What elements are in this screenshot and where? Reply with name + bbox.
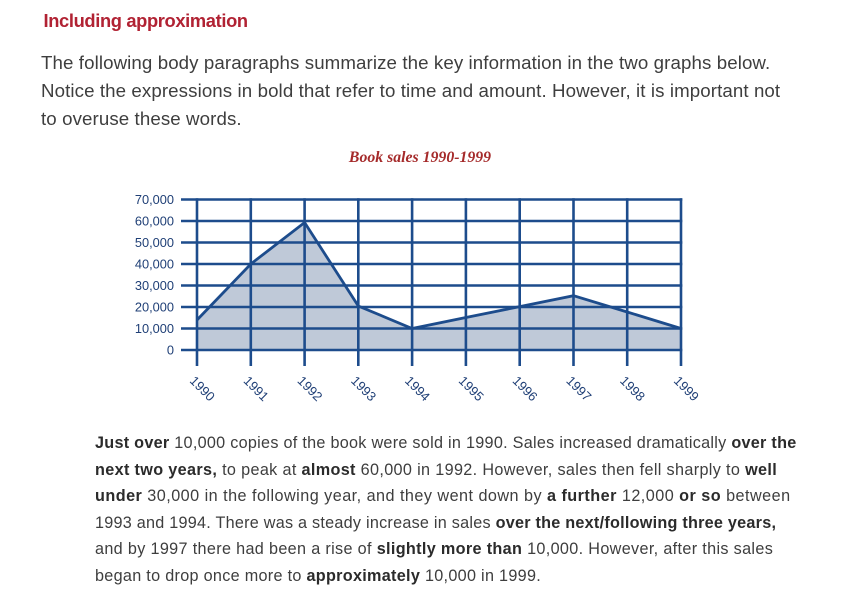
svg-text:1995: 1995 (456, 373, 487, 404)
svg-text:1999: 1999 (671, 373, 702, 404)
svg-text:1996: 1996 (510, 373, 541, 404)
svg-text:0: 0 (167, 343, 174, 358)
svg-text:40,000: 40,000 (135, 257, 174, 272)
svg-text:1998: 1998 (617, 373, 648, 404)
svg-text:70,000: 70,000 (135, 192, 174, 207)
svg-text:1990: 1990 (187, 373, 218, 404)
svg-text:1997: 1997 (563, 373, 594, 404)
svg-text:30,000: 30,000 (135, 278, 174, 293)
svg-text:60,000: 60,000 (135, 214, 174, 229)
svg-text:1993: 1993 (348, 373, 379, 404)
svg-text:1992: 1992 (294, 373, 325, 404)
svg-text:1994: 1994 (402, 373, 433, 404)
svg-text:20,000: 20,000 (135, 300, 174, 315)
svg-text:10,000: 10,000 (135, 321, 174, 336)
svg-text:1991: 1991 (241, 373, 272, 404)
svg-text:50,000: 50,000 (135, 235, 174, 250)
